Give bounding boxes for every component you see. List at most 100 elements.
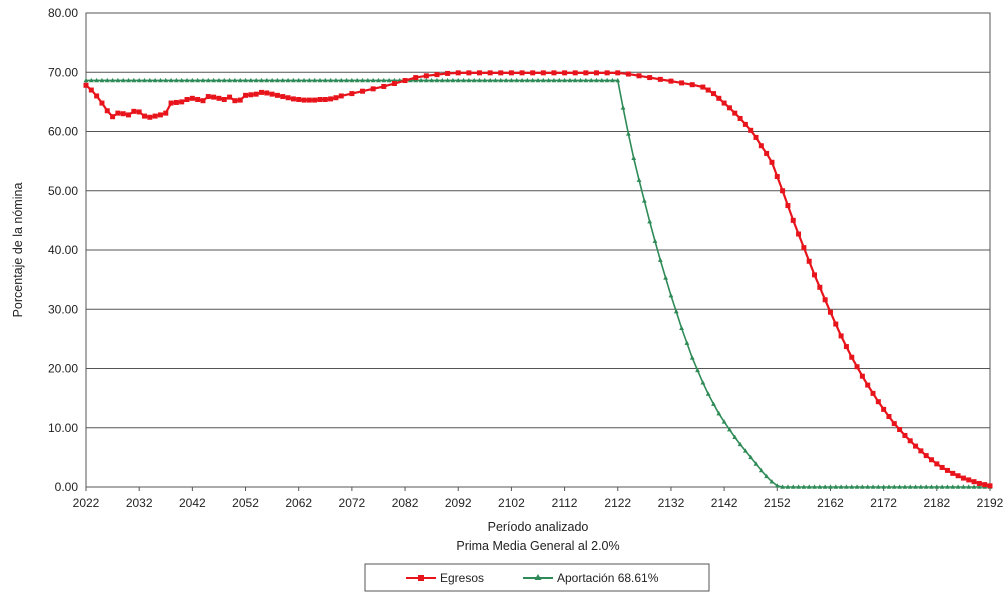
data-point bbox=[163, 110, 169, 116]
data-point bbox=[812, 272, 818, 278]
data-point bbox=[849, 354, 855, 360]
data-point bbox=[152, 77, 158, 83]
data-point bbox=[982, 482, 988, 488]
data-point bbox=[461, 77, 466, 83]
data-point bbox=[945, 484, 950, 489]
data-point bbox=[923, 453, 929, 459]
data-point bbox=[99, 77, 105, 83]
data-point bbox=[657, 257, 663, 262]
data-point bbox=[668, 293, 674, 298]
data-point bbox=[477, 77, 482, 83]
data-point bbox=[790, 484, 796, 489]
data-point bbox=[83, 82, 89, 88]
data-point bbox=[673, 309, 679, 314]
data-point bbox=[264, 77, 270, 83]
data-point bbox=[790, 217, 796, 223]
data-point bbox=[173, 99, 179, 105]
data-point bbox=[551, 70, 557, 76]
data-point bbox=[705, 391, 711, 396]
data-point bbox=[126, 112, 132, 118]
data-point bbox=[354, 77, 360, 83]
data-point bbox=[445, 77, 450, 83]
x-tick-label: 2172 bbox=[870, 496, 897, 510]
data-point bbox=[843, 344, 849, 350]
data-point bbox=[168, 100, 174, 106]
data-point bbox=[758, 467, 764, 473]
data-point bbox=[737, 441, 743, 447]
data-point bbox=[913, 443, 919, 449]
data-point bbox=[748, 454, 754, 460]
data-point bbox=[636, 177, 642, 182]
data-point bbox=[296, 77, 302, 83]
legend-aportacion-marker bbox=[534, 574, 542, 580]
data-point bbox=[216, 77, 222, 83]
data-point bbox=[110, 77, 115, 83]
data-point bbox=[583, 77, 589, 83]
data-point bbox=[269, 77, 275, 83]
data-point bbox=[312, 97, 318, 103]
x-tick-label: 2022 bbox=[73, 496, 100, 510]
data-point bbox=[344, 77, 349, 83]
data-point bbox=[258, 89, 264, 95]
data-point bbox=[891, 484, 897, 489]
x-tick-label: 2042 bbox=[179, 496, 206, 510]
data-point bbox=[716, 95, 722, 101]
data-point bbox=[578, 77, 583, 83]
data-point bbox=[599, 77, 605, 83]
data-point bbox=[439, 77, 445, 83]
data-point bbox=[583, 70, 589, 76]
data-point bbox=[913, 484, 918, 489]
data-point bbox=[519, 77, 525, 83]
data-point bbox=[466, 77, 472, 83]
data-point bbox=[413, 77, 419, 83]
data-point bbox=[200, 77, 206, 83]
data-point bbox=[524, 77, 530, 83]
data-point bbox=[391, 81, 397, 87]
legend-aportacion-label: Aportación 68.61% bbox=[557, 571, 659, 585]
data-point bbox=[370, 86, 376, 92]
data-point bbox=[168, 77, 174, 83]
data-point bbox=[455, 70, 461, 76]
data-point bbox=[157, 112, 163, 118]
data-point bbox=[285, 95, 291, 101]
data-point bbox=[641, 198, 647, 203]
data-point bbox=[950, 470, 956, 476]
x-axis-ticks: 2022 2032 2042 2052 2062 2072 2082 2092 2102 2112… bbox=[73, 487, 1004, 510]
data-point bbox=[285, 77, 291, 83]
data-point bbox=[301, 97, 307, 103]
y-tick-label: 50.00 bbox=[48, 184, 78, 198]
x-tick-label: 2062 bbox=[285, 496, 312, 510]
data-point bbox=[429, 77, 435, 83]
data-point bbox=[966, 484, 972, 489]
data-point bbox=[881, 406, 887, 412]
data-point bbox=[333, 95, 339, 101]
data-point bbox=[280, 94, 286, 100]
data-point bbox=[764, 150, 770, 156]
data-point bbox=[647, 218, 653, 224]
y-tick-label: 30.00 bbox=[48, 302, 78, 316]
x-tick-label: 2182 bbox=[923, 496, 950, 510]
data-point bbox=[907, 484, 913, 489]
data-point bbox=[540, 70, 546, 76]
data-point bbox=[530, 77, 536, 83]
data-point bbox=[934, 461, 940, 467]
x-tick-label: 2132 bbox=[658, 496, 685, 510]
data-point bbox=[626, 131, 631, 136]
data-point bbox=[184, 97, 190, 103]
data-point bbox=[679, 80, 685, 86]
data-point bbox=[902, 432, 908, 438]
data-point bbox=[227, 94, 233, 100]
y-tick-label: 40.00 bbox=[48, 243, 78, 257]
data-point bbox=[110, 114, 116, 120]
data-point bbox=[950, 484, 956, 489]
data-point bbox=[838, 333, 844, 339]
x-tick-label: 2032 bbox=[126, 496, 153, 510]
data-point bbox=[402, 78, 408, 84]
data-point bbox=[482, 77, 488, 83]
x-axis-label: Período analizado bbox=[488, 520, 589, 534]
data-point bbox=[849, 484, 855, 489]
data-point bbox=[99, 100, 105, 106]
x-tick-label: 2162 bbox=[817, 496, 844, 510]
data-point bbox=[322, 77, 328, 83]
data-point bbox=[328, 77, 334, 83]
